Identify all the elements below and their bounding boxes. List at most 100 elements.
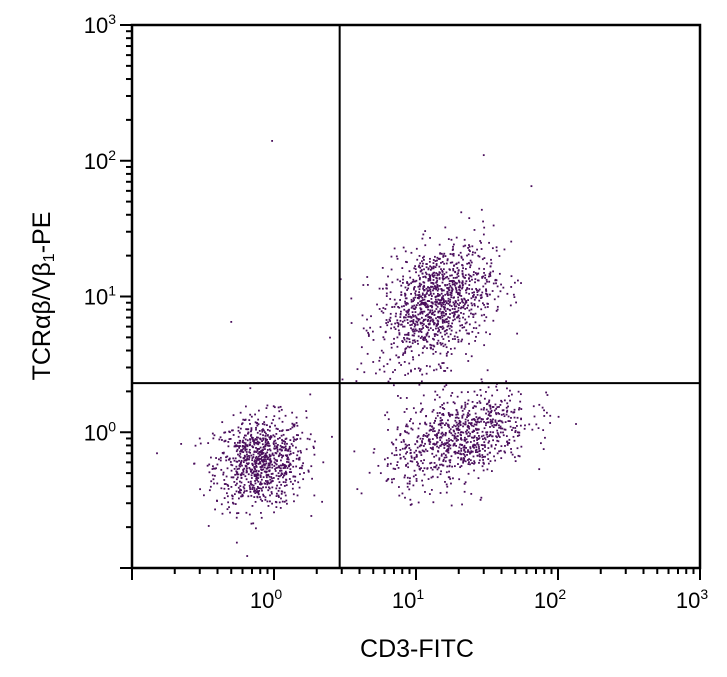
data-point [456,411,459,414]
data-point [465,438,468,441]
data-point [395,312,397,315]
data-point [459,443,461,446]
data-point [419,312,421,315]
data-point [411,281,414,283]
data-point [441,281,444,284]
data-point [518,434,521,437]
data-point [286,461,288,463]
data-point [489,407,492,410]
data-point [266,442,268,445]
data-point [435,464,438,467]
data-point [478,453,481,456]
data-point [434,301,437,303]
data-point [462,306,465,309]
data-point [471,253,474,256]
data-point [367,335,370,337]
data-point [431,438,434,440]
data-point [405,452,407,455]
data-point [235,470,238,473]
data-point [407,313,410,316]
data-point [417,335,420,338]
data-point [266,424,268,427]
data-point [439,317,442,320]
data-point [237,435,240,438]
data-point [411,328,414,331]
data-point [432,409,435,411]
data-point [397,322,400,325]
data-point [298,458,301,461]
data-point [444,443,447,446]
data-point [403,476,406,479]
data-point [500,413,503,416]
data-point [484,446,486,448]
data-point [461,326,464,329]
data-point [464,289,467,292]
data-point [546,394,549,396]
data-point [285,429,288,432]
data-point [458,293,461,296]
data-point [267,464,270,467]
data-point [454,425,457,428]
data-point [422,287,425,290]
data-point [414,443,417,446]
data-point [446,401,449,404]
data-point [497,295,500,298]
data-point [262,437,264,440]
data-point [517,279,519,282]
data-point [378,359,381,362]
data-point [431,410,434,413]
data-point [450,353,453,355]
data-point [301,467,303,470]
data-point [462,301,465,304]
data-point [407,372,409,375]
data-point [289,480,292,483]
data-point [453,465,456,468]
data-point [260,456,263,459]
data-point [502,413,505,416]
data-point [223,497,226,499]
data-point [468,427,471,430]
data-point [425,306,427,308]
data-point [437,323,439,326]
data-point [423,295,426,298]
data-point [272,405,275,408]
data-point [450,286,453,289]
data-point [280,492,283,495]
data-point [444,329,447,332]
data-point [247,432,249,435]
data-point [256,457,259,460]
data-point [466,307,469,309]
data-point [468,413,471,416]
data-point [417,427,420,430]
data-point [439,252,442,255]
data-point [262,486,264,489]
data-point [395,438,398,441]
data-point [403,319,406,322]
data-point [264,463,267,466]
data-point [266,451,269,454]
data-point [384,331,387,334]
data-point [425,325,427,327]
data-point [543,415,546,417]
data-point [260,459,263,462]
data-point [438,329,441,332]
data-point [463,326,466,329]
data-point [476,451,479,453]
data-point [458,419,461,422]
data-point [486,431,489,434]
data-point [273,511,275,514]
data-point [479,240,482,242]
data-point [418,383,421,386]
data-point [433,338,435,341]
data-point [268,466,271,469]
data-point [449,444,452,447]
data-point [239,445,241,447]
data-point [478,459,481,462]
data-point [410,306,413,309]
data-point [510,416,512,419]
data-point [379,326,382,328]
data-point [389,316,392,319]
data-point [257,443,260,446]
data-point [429,277,432,280]
data-point [442,275,445,277]
